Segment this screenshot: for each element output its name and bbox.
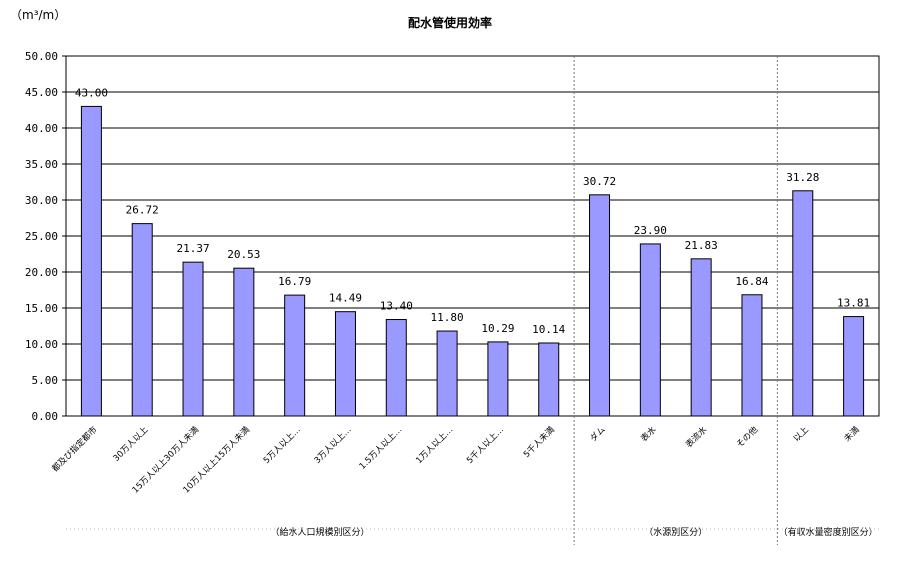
category-label: 1万人以上… [414,425,455,466]
data-label: 13.81 [837,297,870,310]
data-label: 21.37 [176,242,209,255]
y-tick-label: 15.00 [25,302,58,315]
data-label: 31.28 [786,171,819,184]
category-label: 5万人以上… [262,425,303,466]
data-label: 11.80 [431,311,464,324]
data-label: 10.14 [532,323,565,336]
y-tick-label: 30.00 [25,194,58,207]
data-label: 13.40 [380,300,413,313]
group-label: （水源別区分） [644,526,707,538]
bar [792,190,814,417]
bar [131,223,153,417]
category-label: 表水 [639,424,659,444]
data-label: 10.29 [481,322,514,335]
y-axis-unit: （m³/m） [10,8,67,22]
y-tick-label: 10.00 [25,338,58,351]
group-label: （給水人口規模別区分） [271,526,370,538]
data-label: 26.72 [126,204,159,217]
data-label: 43.00 [75,86,108,99]
category-label: 表流水 [683,424,709,450]
bar [385,319,407,417]
category-label: 5千人以上… [464,424,506,466]
category-label: 3万人以上… [313,425,354,466]
y-tick-label: 20.00 [25,266,58,279]
bar [487,341,509,417]
category-label: 30万人以上 [112,425,151,464]
data-label: 20.53 [227,248,260,261]
bar [182,261,204,417]
data-label: 14.49 [329,292,362,305]
data-label: 23.90 [634,224,667,237]
bar [589,194,611,417]
data-label: 21.83 [685,239,718,252]
category-label: その他 [734,424,760,450]
category-label: 1.5万人以上… [358,425,405,472]
bar [690,258,712,417]
bar [233,267,255,417]
bar [538,342,560,417]
category-label: 5千人未満 [521,424,557,460]
y-tick-label: 40.00 [25,122,58,135]
category-label: ダム [588,424,608,444]
bar [639,243,661,417]
category-label: 以上 [792,425,811,444]
bar [741,294,763,417]
y-tick-label: 25.00 [25,230,58,243]
y-tick-label: 45.00 [25,86,58,99]
data-label: 16.79 [278,275,311,288]
y-tick-label: 35.00 [25,158,58,171]
data-label: 16.84 [735,275,768,288]
bar [843,316,865,417]
y-tick-label: 0.00 [32,410,59,423]
category-label: 未満 [842,424,862,444]
bar [284,294,306,417]
bar [80,105,102,417]
chart-title: 配水管使用効率 [407,16,492,30]
y-tick-label: 5.00 [32,374,59,387]
y-tick-label: 50.00 [25,50,58,63]
bar [436,330,458,417]
bar [334,311,356,417]
category-label: 都及び指定都市 [50,424,100,474]
group-label: （有収水量密度別区分） [779,526,878,538]
data-label: 30.72 [583,175,616,188]
